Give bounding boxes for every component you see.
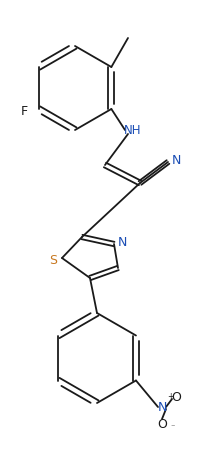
Text: NH: NH <box>124 123 142 136</box>
Text: +: + <box>167 392 173 401</box>
Text: N: N <box>171 153 181 166</box>
Text: O: O <box>157 417 167 431</box>
Text: S: S <box>49 254 57 266</box>
Text: ⁻: ⁻ <box>170 422 174 431</box>
Text: O: O <box>171 391 181 403</box>
Text: N: N <box>157 401 167 414</box>
Text: F: F <box>21 105 28 118</box>
Text: N: N <box>117 235 127 249</box>
